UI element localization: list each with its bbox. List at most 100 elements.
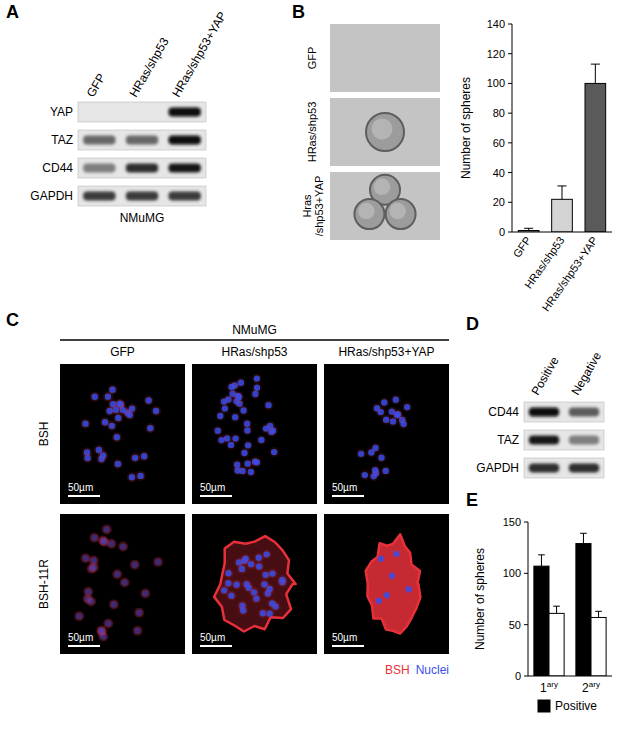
cell-halo (223, 578, 233, 588)
nucleus (109, 423, 115, 429)
sphere-core (374, 179, 391, 196)
nucleus (389, 573, 395, 579)
cell-halo (127, 472, 137, 482)
row-label: GAPDH (476, 461, 519, 475)
column-label: HRas/shp53+YAP (338, 345, 434, 359)
nucleus (240, 607, 246, 613)
y-axis-title: Number of spheres (459, 77, 473, 179)
y-tick (508, 53, 512, 54)
sphere (366, 113, 404, 151)
nucleus (263, 551, 269, 557)
nucleus (254, 459, 260, 465)
y-tick-label: 0 (515, 670, 521, 682)
nucleus (129, 405, 135, 411)
x-axis (528, 676, 612, 677)
cell-halo (404, 584, 414, 594)
row-label: CD44 (488, 405, 519, 419)
band (83, 108, 115, 117)
cell-halo (399, 419, 409, 429)
cell-halo (83, 453, 93, 463)
column-label: HRas/shp53 (221, 345, 287, 359)
nucleus (155, 559, 161, 565)
cell-halo (249, 587, 259, 597)
nucleus (147, 425, 153, 431)
y-tick (508, 232, 512, 233)
micrograph (60, 514, 185, 654)
cell-halo (391, 395, 401, 405)
cell-halo (112, 432, 122, 442)
nucleus (368, 449, 374, 455)
y-axis (512, 24, 513, 232)
x-tick-label: 1ary (540, 680, 558, 695)
image-bg (324, 364, 449, 504)
blot-strip (524, 458, 604, 478)
y-tick (508, 83, 512, 84)
cell-halo (86, 596, 96, 606)
cell-halo (118, 542, 128, 552)
cell-halo (392, 410, 402, 420)
cell-halo (376, 554, 386, 564)
blot-strip (78, 158, 206, 178)
band (83, 164, 115, 173)
nucleus (393, 551, 399, 557)
cell-halo (213, 426, 223, 436)
cell-halo (74, 611, 84, 621)
cell-halo (252, 457, 262, 467)
cell-halo (259, 579, 269, 589)
nucleus (239, 566, 245, 572)
nucleus (261, 581, 267, 587)
image-bg (324, 514, 449, 654)
nucleus (241, 450, 247, 456)
nucleus (381, 399, 387, 405)
cell-halo (98, 450, 108, 460)
cell-halo (252, 383, 262, 393)
image-bg (330, 172, 440, 240)
band (529, 436, 559, 445)
micrograph (60, 364, 185, 504)
nucleus (258, 437, 264, 443)
y-axis-title: Number of spheres (473, 548, 487, 650)
cell-halo (145, 423, 155, 433)
nucleus (244, 460, 250, 466)
cell-halo (81, 419, 91, 429)
band (529, 464, 559, 473)
nucleus (228, 384, 234, 390)
label-sup: ary (547, 680, 558, 689)
nucleus (90, 557, 96, 563)
band (126, 192, 158, 201)
cell-halo (238, 606, 248, 616)
y-tick (508, 24, 512, 25)
cell-halo (369, 471, 379, 481)
bar (591, 617, 606, 676)
micrograph (192, 364, 317, 504)
cell-halo (387, 571, 397, 581)
cell-halo (89, 533, 99, 543)
cell-halo (227, 382, 237, 392)
cell-halo (267, 569, 277, 579)
cell-halo (376, 407, 386, 417)
y-tick-label: 20 (493, 196, 505, 208)
cell-halo (107, 421, 117, 431)
cell-halo (366, 447, 376, 457)
nucleus (104, 526, 110, 532)
bar (585, 83, 606, 232)
y-tick-label: 40 (493, 167, 505, 179)
scale-bar (200, 645, 232, 647)
sphere (354, 199, 384, 229)
cell-halo (240, 448, 250, 458)
nucleus (114, 571, 120, 577)
blot-strip (78, 186, 206, 206)
nucleus (225, 580, 231, 586)
label-line: /shp53+YAP (313, 176, 325, 237)
band (529, 408, 559, 417)
stain (214, 536, 296, 631)
error-bar (580, 533, 587, 543)
nucleus (91, 534, 97, 540)
nucleus (265, 402, 271, 408)
nucleus (142, 590, 148, 596)
panel-letter: B (292, 2, 305, 22)
nucleus (238, 380, 244, 386)
bar (576, 544, 591, 676)
nucleus (82, 555, 88, 561)
nucleus (267, 610, 273, 616)
